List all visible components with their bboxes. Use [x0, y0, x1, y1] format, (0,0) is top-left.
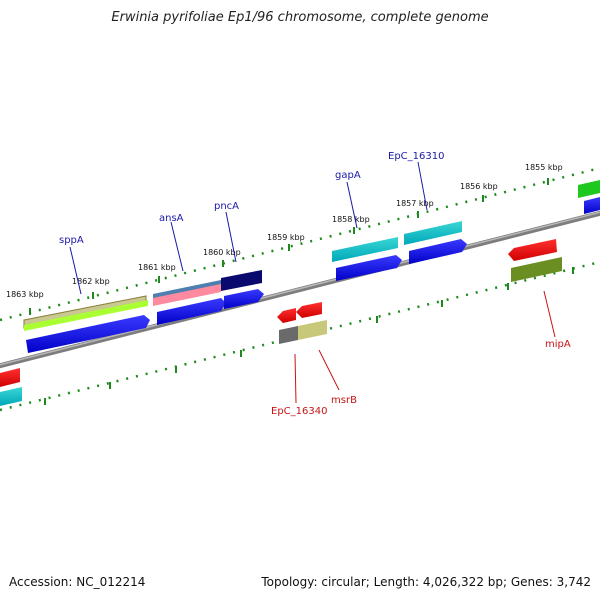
map-title: Erwinia pyrifoliae Ep1/96 chromosome, co…: [111, 10, 489, 25]
EpC_16340-gene-arrow[interactable]: [277, 308, 296, 323]
tick-label-1857: 1857 kbp: [396, 199, 434, 208]
EpC_16340-feature-bar[interactable]: [279, 326, 298, 344]
tick-label-1862: 1862 kbp: [72, 277, 110, 286]
gene-label-pncA[interactable]: pncA: [214, 201, 239, 212]
upper-major-ticks: [29, 178, 549, 315]
gapA-feature-bar[interactable]: [332, 237, 398, 262]
pncA-feature-bar[interactable]: [221, 270, 262, 291]
chromosome-backbone-highlight: [0, 211, 600, 366]
tick-label-1863: 1863 kbp: [6, 290, 44, 299]
sppA-gene-arrow[interactable]: [26, 315, 150, 353]
mipA-feature-bar[interactable]: [511, 257, 562, 282]
msrB-gene-arrow[interactable]: [296, 302, 322, 318]
edge-red-arrow-left[interactable]: [0, 368, 20, 387]
label-leaders-red: [294, 290, 556, 404]
edge-cyan-arrow-left[interactable]: [0, 387, 22, 406]
gene-label-ansA[interactable]: ansA: [159, 213, 184, 224]
gene-label-EpC_16340[interactable]: EpC_16340: [271, 406, 327, 417]
mipA-gene-arrow[interactable]: [508, 239, 557, 261]
gene-label-msrB[interactable]: msrB: [331, 395, 357, 406]
EpC_16310-gene-arrow[interactable]: [409, 239, 467, 264]
tick-label-1861: 1861 kbp: [138, 263, 176, 272]
accession-text: Accession: NC_012214: [9, 575, 146, 589]
chromosome-backbone: [0, 210, 600, 369]
pncA-gene-arrow[interactable]: [224, 289, 264, 309]
edge-blue-arrow[interactable]: [584, 197, 600, 214]
gene-label-EpC_16310[interactable]: EpC_16310: [388, 151, 444, 162]
sppA-feature-bar-green: [24, 300, 148, 331]
label-leaders-blue: [69, 161, 428, 295]
msrB-feature-bar[interactable]: [298, 320, 327, 340]
EpC_16310-feature-bar[interactable]: [404, 221, 462, 245]
lower-major-ticks: [44, 267, 574, 405]
tick-label-1856: 1856 kbp: [460, 182, 498, 191]
upper-scale-line: [0, 166, 600, 322]
gene-label-mipA[interactable]: mipA: [545, 339, 571, 350]
tick-label-1858: 1858 kbp: [332, 215, 370, 224]
ansA-gene-arrow[interactable]: [157, 298, 226, 325]
ansA-feature-bar-pink: [153, 284, 221, 306]
tick-label-1860: 1860 kbp: [203, 248, 241, 257]
edge-green-feature[interactable]: [578, 180, 600, 198]
tick-label-1859: 1859 kbp: [267, 233, 305, 242]
topology-text: Topology: circular; Length: 4,026,322 bp…: [261, 575, 591, 589]
gene-label-gapA[interactable]: gapA: [335, 170, 361, 181]
gapA-gene-arrow[interactable]: [336, 255, 402, 281]
gene-label-sppA[interactable]: sppA: [59, 235, 84, 246]
tick-label-1855: 1855 kbp: [525, 163, 563, 172]
